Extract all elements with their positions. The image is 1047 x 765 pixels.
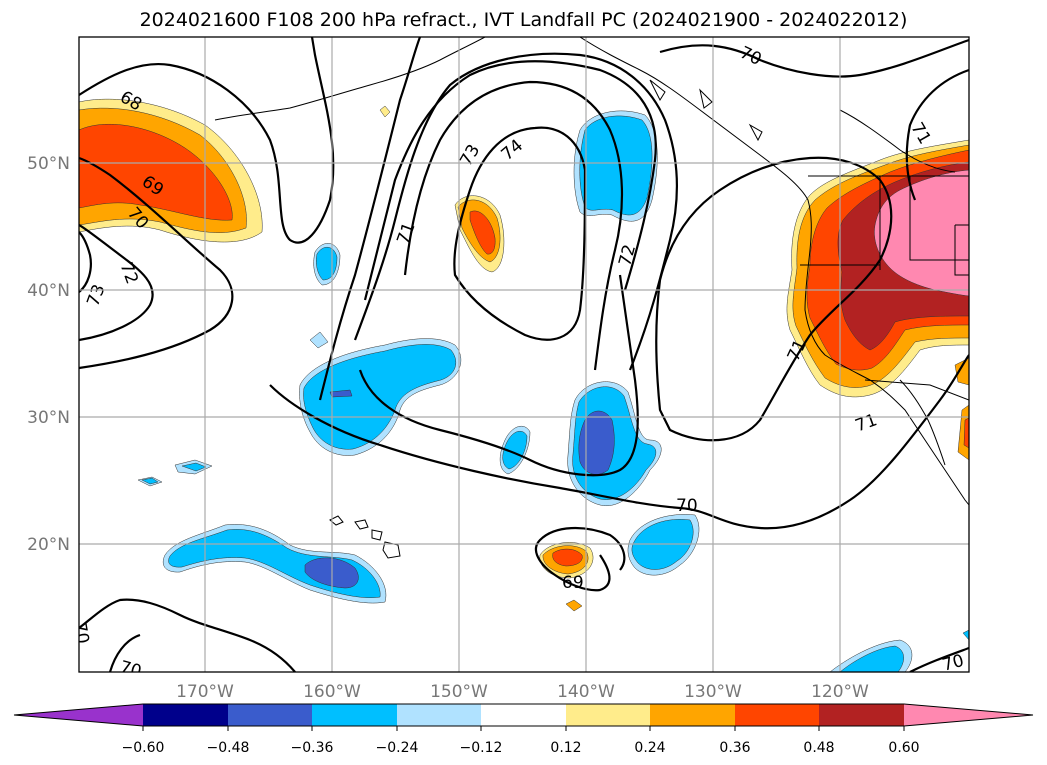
colorbar-segment [312,704,397,726]
contour-label: 70 [118,657,144,682]
colorbar-extend-min [14,704,143,726]
colorbar-segment [143,704,228,726]
contours [79,37,969,672]
colorbar-tick-label: 0.60 [888,740,919,756]
colorbar-tick-label: 0.48 [803,740,834,756]
lon-tick-label: 170°W [176,682,234,702]
lat-tick-label: 30°N [27,408,70,428]
colorbar-segment [566,704,650,726]
colorbar-segment [650,704,735,726]
colorbar-tick-label: −0.48 [207,740,250,756]
colorbar-segment [735,704,819,726]
contour-label: 70 [940,651,966,676]
colorbar-tick-label: −0.24 [376,740,419,756]
lat-tick-label: 50°N [27,154,70,174]
coastlines [214,37,969,559]
contour-label: 70 [676,496,698,516]
lat-tick-label: 20°N [27,535,70,555]
colorbar-segment [397,704,481,726]
colorbar-segment [481,704,566,726]
contour-label: 69 [562,573,584,593]
shaded-anomalies [79,98,969,672]
colorbar: −0.60 −0.48 −0.36 −0.24 −0.12 0.12 0.24 … [13,703,1034,756]
colorbar-tick-label: 0.12 [550,740,581,756]
colorbar-tick-label: −0.60 [122,740,165,756]
lon-tick-label: 140°W [557,682,615,702]
colorbar-tick-label: −0.36 [291,740,334,756]
colorbar-tick-label: 0.36 [719,740,750,756]
latitude-labels: 50°N 40°N 30°N 20°N [27,154,70,555]
longitude-labels: 170°W 160°W 150°W 140°W 130°W 120°W [176,682,869,702]
colorbar-extend-max [904,704,1033,726]
colorbar-segment [228,704,312,726]
lon-tick-label: 120°W [811,682,869,702]
contour-label: 70 [69,621,92,646]
map-title: 2024021600 F108 200 hPa refract., IVT La… [139,9,908,31]
gridlines [79,37,969,672]
colorbar-tick-label: −0.12 [460,740,503,756]
lon-tick-label: 150°W [430,682,488,702]
colorbar-segment [819,704,904,726]
lat-tick-label: 40°N [27,281,70,301]
colorbar-labels: −0.60 −0.48 −0.36 −0.24 −0.12 0.12 0.24 … [122,740,920,756]
colorbar-tick-label: 0.24 [634,740,665,756]
map-area: 68 69 70 71 72 73 73 74 71 72 70 71 70 7… [69,37,969,682]
map-frame [78,36,970,673]
lon-tick-label: 160°W [303,682,361,702]
lon-tick-label: 130°W [684,682,742,702]
